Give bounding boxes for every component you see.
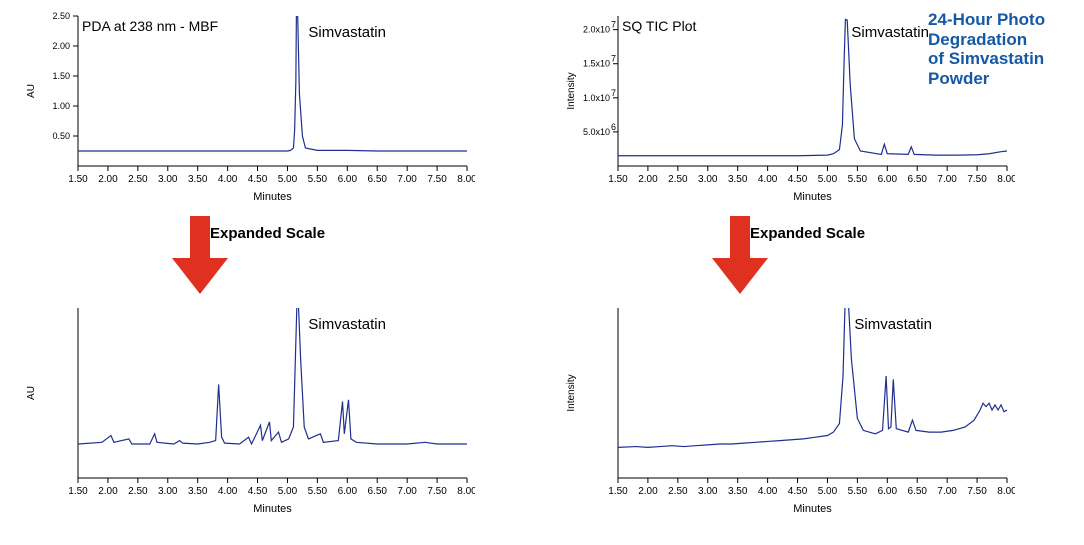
svg-text:1.50: 1.50 bbox=[608, 486, 628, 497]
svg-text:6.00: 6.00 bbox=[338, 174, 358, 185]
svg-text:5.50: 5.50 bbox=[308, 486, 328, 497]
svg-text:Minutes: Minutes bbox=[793, 503, 832, 515]
svg-text:3.50: 3.50 bbox=[188, 486, 208, 497]
svg-text:6.00: 6.00 bbox=[338, 486, 358, 497]
svg-text:3.00: 3.00 bbox=[698, 174, 718, 185]
svg-text:3.50: 3.50 bbox=[188, 174, 208, 185]
svg-text:3.00: 3.00 bbox=[158, 486, 178, 497]
svg-text:6.00: 6.00 bbox=[878, 174, 898, 185]
svg-text:6.00: 6.00 bbox=[878, 486, 898, 497]
expanded-scale-label: Expanded Scale bbox=[750, 226, 865, 243]
peak-annotation: Simvastatin bbox=[854, 316, 932, 333]
svg-text:7.50: 7.50 bbox=[427, 174, 447, 185]
svg-text:2.00: 2.00 bbox=[98, 174, 118, 185]
chromatogram-top_left: 1.50 2.00 2.50 3.00 3.50 4.00 4.50 5.00 5.50 6.00… bbox=[20, 8, 475, 208]
peak-annotation: Simvastatin bbox=[851, 24, 929, 41]
svg-text:2.50: 2.50 bbox=[128, 174, 148, 185]
svg-text:6.50: 6.50 bbox=[907, 174, 927, 185]
svg-text:5.50: 5.50 bbox=[848, 486, 868, 497]
svg-text:8.00: 8.00 bbox=[457, 174, 475, 185]
expanded-scale-label: Expanded Scale bbox=[210, 226, 325, 243]
peak-annotation: Simvastatin bbox=[308, 316, 386, 333]
svg-text:7.00: 7.00 bbox=[397, 174, 417, 185]
svg-text:8.00: 8.00 bbox=[997, 174, 1015, 185]
svg-text:1.0x10: 1.0x10 bbox=[583, 93, 610, 103]
svg-text:Minutes: Minutes bbox=[253, 503, 292, 515]
svg-text:3.00: 3.00 bbox=[158, 174, 178, 185]
svg-text:4.00: 4.00 bbox=[758, 174, 778, 185]
svg-text:Intensity: Intensity bbox=[566, 72, 577, 109]
svg-text:7.00: 7.00 bbox=[937, 174, 957, 185]
svg-text:1.50: 1.50 bbox=[52, 71, 70, 81]
svg-text:0.50: 0.50 bbox=[52, 131, 70, 141]
peak-annotation: Simvastatin bbox=[308, 24, 386, 41]
svg-text:7.00: 7.00 bbox=[937, 486, 957, 497]
svg-text:Minutes: Minutes bbox=[253, 191, 292, 203]
svg-text:5.50: 5.50 bbox=[848, 174, 868, 185]
svg-text:7: 7 bbox=[611, 20, 616, 30]
svg-text:1.00: 1.00 bbox=[52, 101, 70, 111]
svg-text:5.00: 5.00 bbox=[278, 174, 298, 185]
svg-text:4.50: 4.50 bbox=[248, 174, 268, 185]
svg-text:6.50: 6.50 bbox=[367, 174, 387, 185]
svg-text:4.50: 4.50 bbox=[248, 486, 268, 497]
svg-text:2.00: 2.00 bbox=[638, 174, 658, 185]
svg-text:2.00: 2.00 bbox=[638, 486, 658, 497]
chart-title: SQ TIC Plot bbox=[620, 18, 698, 34]
svg-text:2.50: 2.50 bbox=[668, 486, 688, 497]
svg-text:4.50: 4.50 bbox=[788, 486, 808, 497]
svg-text:3.00: 3.00 bbox=[698, 486, 718, 497]
chromatogram-bottom_right: 1.50 2.00 2.50 3.00 3.50 4.00 4.50 5.00 5.50 6.00… bbox=[560, 300, 1015, 520]
svg-text:5.50: 5.50 bbox=[308, 174, 328, 185]
svg-text:8.00: 8.00 bbox=[457, 486, 475, 497]
svg-text:1.50: 1.50 bbox=[68, 486, 88, 497]
svg-text:3.50: 3.50 bbox=[728, 486, 748, 497]
svg-text:2.00: 2.00 bbox=[98, 486, 118, 497]
svg-text:5.0x10: 5.0x10 bbox=[583, 127, 610, 137]
chromatogram-bottom_left: 1.50 2.00 2.50 3.00 3.50 4.00 4.50 5.00 5.50 6.00… bbox=[20, 300, 475, 520]
svg-text:AU: AU bbox=[26, 84, 37, 98]
chromatogram-top_right: 1.50 2.00 2.50 3.00 3.50 4.00 4.50 5.00 5.50 6.00… bbox=[560, 8, 1015, 208]
svg-text:6.50: 6.50 bbox=[907, 486, 927, 497]
svg-text:7.50: 7.50 bbox=[427, 486, 447, 497]
svg-text:1.5x10: 1.5x10 bbox=[583, 59, 610, 69]
svg-text:AU: AU bbox=[26, 386, 37, 400]
svg-text:4.00: 4.00 bbox=[218, 174, 238, 185]
svg-text:7.00: 7.00 bbox=[397, 486, 417, 497]
svg-text:7.50: 7.50 bbox=[967, 486, 987, 497]
svg-text:4.00: 4.00 bbox=[218, 486, 238, 497]
svg-text:2.50: 2.50 bbox=[128, 486, 148, 497]
svg-text:2.00: 2.00 bbox=[52, 41, 70, 51]
svg-text:Intensity: Intensity bbox=[566, 374, 577, 411]
svg-text:Minutes: Minutes bbox=[793, 191, 832, 203]
svg-text:5.00: 5.00 bbox=[818, 486, 838, 497]
svg-text:4.00: 4.00 bbox=[758, 486, 778, 497]
svg-text:5.00: 5.00 bbox=[818, 174, 838, 185]
svg-text:7.50: 7.50 bbox=[967, 174, 987, 185]
svg-text:7: 7 bbox=[611, 54, 616, 64]
svg-text:8.00: 8.00 bbox=[997, 486, 1015, 497]
svg-text:6.50: 6.50 bbox=[367, 486, 387, 497]
svg-text:6: 6 bbox=[611, 122, 616, 132]
svg-text:7: 7 bbox=[611, 88, 616, 98]
svg-text:2.50: 2.50 bbox=[52, 11, 70, 21]
chart-title: PDA at 238 nm - MBF bbox=[80, 18, 220, 34]
svg-text:1.50: 1.50 bbox=[608, 174, 628, 185]
svg-text:2.0x10: 2.0x10 bbox=[583, 25, 610, 35]
svg-text:1.50: 1.50 bbox=[68, 174, 88, 185]
svg-text:4.50: 4.50 bbox=[788, 174, 808, 185]
svg-text:3.50: 3.50 bbox=[728, 174, 748, 185]
svg-text:5.00: 5.00 bbox=[278, 486, 298, 497]
svg-text:2.50: 2.50 bbox=[668, 174, 688, 185]
